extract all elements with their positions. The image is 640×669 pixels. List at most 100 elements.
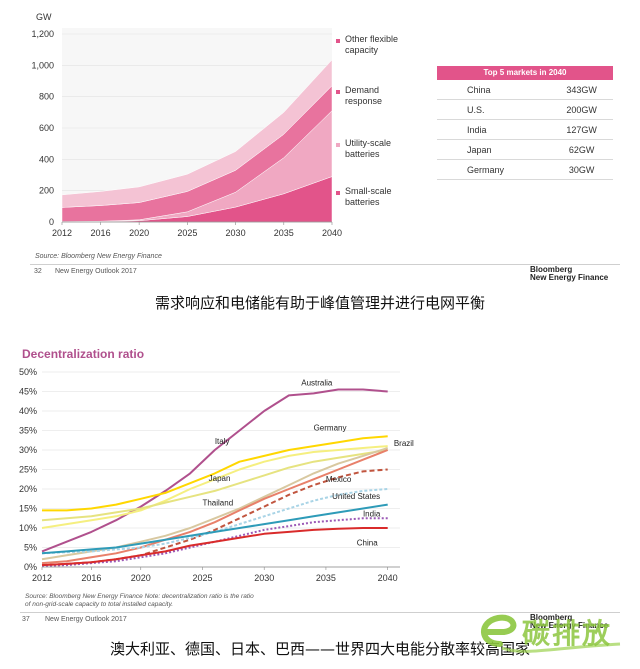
series-label-thailand: Thailand [202, 498, 233, 507]
footer2-report-title: New Energy Outlook 2017 [45, 616, 127, 623]
legend-bullet-icon [336, 191, 340, 195]
y-tick-label: 1,200 [31, 29, 54, 39]
series-label-india: India [363, 509, 381, 518]
legend-label-utility-2: batteries [345, 149, 380, 159]
top5-country: U.S. [437, 99, 551, 120]
top5-row: India 127GW [437, 119, 613, 140]
top5-country: Germany [437, 159, 551, 180]
legend-label-other-1: Other flexible [345, 34, 399, 44]
series-label-china: China [357, 539, 378, 548]
legend-bullet-icon [336, 90, 340, 94]
legend-demand-response: Demand response [336, 85, 382, 107]
watermark-logo: 碳排放 [470, 604, 635, 664]
top5-capacity: 62GW [550, 139, 613, 160]
x-tick-label: 2025 [177, 228, 197, 238]
y-tick-label: 400 [39, 154, 54, 164]
legend-label-small-2: batteries [345, 197, 380, 207]
x-tick-label: 2040 [378, 573, 398, 583]
top5-table-header: Top 5 markets in 2040 [437, 66, 613, 80]
line-series-germany [42, 435, 388, 512]
line-series-thailand [41, 449, 389, 565]
x-tick-label: 2020 [129, 228, 149, 238]
x-tick-label: 2016 [91, 228, 111, 238]
x-tick-label: 2025 [192, 573, 212, 583]
x-tick-label: 2020 [131, 573, 151, 583]
caption-2: 澳大利亚、德国、日本、巴西——世界四大电能分散率较高国家 [109, 640, 530, 658]
footer2-brand-line1: Bloomberg [530, 613, 573, 622]
series-label-italy: Italy [215, 437, 230, 446]
legend-bullet-icon [336, 39, 340, 43]
chart2-source-1: Source: Bloomberg New Energy Finance Not… [25, 593, 254, 600]
line-series-japan [41, 449, 388, 522]
y-tick-label: 10% [19, 523, 37, 533]
top5-table: Top 5 markets in 2040 China 343GW U.S. 200G… [437, 66, 613, 180]
x-tick-label: 2016 [81, 573, 101, 583]
legend-label-small-1: Small-scale [345, 186, 392, 196]
x-tick-label: 2040 [322, 228, 342, 238]
y-tick-label: 30% [19, 445, 37, 455]
chart-title: Decentralization ratio [22, 347, 144, 361]
footer2-page-number: 37 [22, 616, 30, 623]
series-label-japan: Japan [209, 474, 231, 483]
y-tick-label: 35% [19, 426, 37, 436]
y-tick-label: 45% [19, 387, 37, 397]
legend-label-demand-1: Demand [345, 85, 380, 95]
top5-capacity: 127GW [550, 119, 613, 140]
decentralization-line-chart: Decentralization ratio 0% 5% 10% 15% 20% 25% 30… [19, 347, 414, 583]
footer1-brand-line2: New Energy Finance [530, 273, 609, 282]
y-tick-label: 0% [24, 562, 37, 572]
storage-area-chart: 0 200 400 600 800 1,000 1,200 GW 2012 2016 2020 202… [31, 12, 342, 238]
x-tick-label: 2030 [226, 228, 246, 238]
top5-capacity: 200GW [550, 99, 613, 120]
series-label-mexico: Mexico [326, 475, 352, 484]
y-tick-label: 600 [39, 123, 54, 133]
series-label-brazil: Brazil [394, 439, 414, 448]
legend-other-flexible: Other flexible capacity [336, 34, 398, 56]
y-axis-unit: GW [36, 12, 52, 22]
legend-bullet-icon [336, 143, 340, 147]
y-tick-label: 50% [19, 367, 37, 377]
x-tick-label: 2030 [254, 573, 274, 583]
top5-country: India [437, 119, 551, 140]
footer2-brand-line2: New Energy Finance [530, 621, 609, 630]
legend-label-demand-2: response [345, 96, 383, 106]
legend-utility-batteries: Utility-scale batteries [336, 138, 391, 160]
footer2-divider [20, 612, 620, 613]
top5-row: China 343GW [437, 80, 613, 100]
series-label-australia: Australia [301, 379, 333, 388]
footer1-divider [30, 264, 620, 265]
x-tick-label: 2012 [32, 573, 52, 583]
y-tick-label: 0 [49, 217, 54, 227]
footer2-brand: Bloomberg New Energy Finance [530, 614, 608, 630]
y-tick-label: 1,000 [31, 60, 54, 70]
x-tick-label: 2012 [52, 228, 72, 238]
series-label-united-states: United States [332, 492, 380, 501]
caption-1: 需求响应和电储能有助于峰值管理并进行电网平衡 [154, 294, 485, 312]
footer1-report-title: New Energy Outlook 2017 [55, 268, 137, 275]
y-tick-label: 5% [24, 543, 37, 553]
top5-row: Japan 62GW [437, 139, 613, 160]
top5-country: China [437, 80, 551, 100]
line-series-australia [41, 388, 388, 553]
footer1-brand-line1: Bloomberg [530, 265, 573, 274]
x-tick-label: 2035 [316, 573, 336, 583]
line-series-united-states [41, 488, 388, 555]
area-series-other-flexible-capacity [61, 59, 333, 208]
chart1-source: Source: Bloomberg New Energy Finance [35, 253, 162, 260]
top5-row: Germany 30GW [437, 159, 613, 180]
y-tick-label: 200 [39, 186, 54, 196]
top5-capacity: 30GW [550, 159, 613, 180]
watermark-text: 碳排放 [522, 617, 613, 650]
y-tick-label: 800 [39, 92, 54, 102]
watermark-e-icon [481, 614, 621, 653]
y-tick-label: 20% [19, 484, 37, 494]
y-tick-label: 40% [19, 406, 37, 416]
top5-row: U.S. 200GW [437, 99, 613, 120]
y-tick-label: 15% [19, 504, 37, 514]
x-tick-label: 2035 [274, 228, 294, 238]
series-label-germany: Germany [314, 424, 347, 433]
footer1-page-number: 32 [34, 268, 42, 275]
legend-label-other-2: capacity [345, 45, 379, 55]
line-series-india [41, 503, 388, 555]
chart2-source-2: of non-grid-scale capacity to total inst… [25, 601, 174, 608]
